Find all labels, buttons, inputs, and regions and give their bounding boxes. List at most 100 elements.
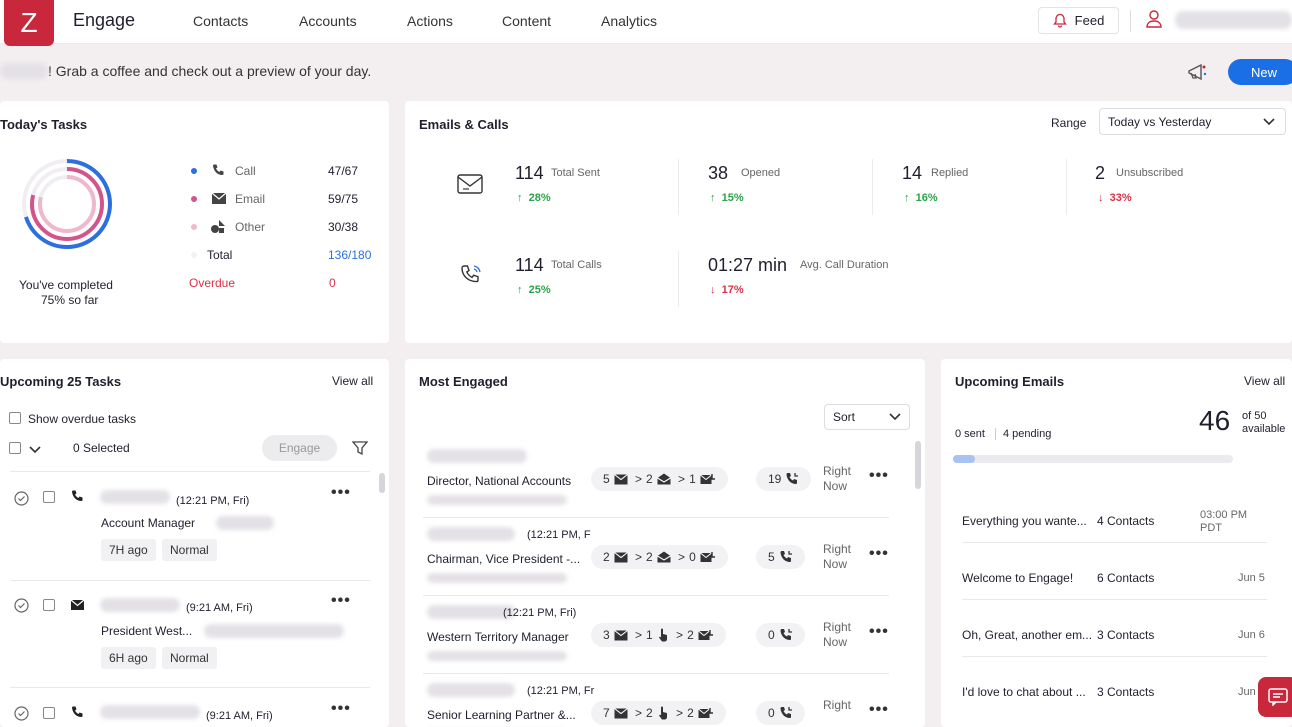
unsubscribed-value: 2 bbox=[1095, 163, 1106, 183]
task-checkbox[interactable] bbox=[43, 491, 55, 503]
avg-duration-change: ↓ 17% bbox=[710, 284, 744, 296]
bell-icon bbox=[1052, 13, 1067, 28]
task-role: President West... bbox=[101, 624, 193, 638]
more-options-icon[interactable]: ••• bbox=[869, 545, 889, 562]
engagement-metrics: 3 >1 >2 bbox=[591, 623, 726, 647]
zoho-logo[interactable]: Z bbox=[4, 0, 54, 46]
nav-actions[interactable]: Actions bbox=[407, 13, 453, 29]
engaged-time: (12:21 PM, Fri) bbox=[503, 607, 577, 619]
feed-button[interactable]: Feed bbox=[1038, 7, 1119, 34]
opened-count: 2 bbox=[646, 472, 653, 486]
upcoming-emails-view-all[interactable]: View all bbox=[1244, 374, 1286, 388]
more-options-icon[interactable]: ••• bbox=[331, 700, 351, 717]
unsubscribed-change: ↓ 33% bbox=[1098, 192, 1132, 204]
opened-count: 2 bbox=[646, 706, 653, 720]
select-all-checkbox[interactable] bbox=[9, 442, 21, 454]
more-options-icon[interactable]: ••• bbox=[869, 467, 889, 484]
email-schedule-date: Jun bbox=[1238, 686, 1256, 698]
call-count: 5 bbox=[768, 550, 775, 564]
announcement-icon[interactable] bbox=[1186, 62, 1208, 85]
click-icon bbox=[658, 628, 667, 642]
replied-change: ↑ 16% bbox=[904, 192, 938, 204]
chat-icon bbox=[1268, 688, 1288, 706]
divider bbox=[423, 595, 889, 596]
click-icon bbox=[658, 706, 667, 720]
reply-icon bbox=[697, 630, 713, 640]
task-checkbox[interactable] bbox=[43, 599, 55, 611]
email-contacts: 4 Contacts bbox=[1097, 514, 1155, 528]
email-contacts: 6 Contacts bbox=[1097, 571, 1155, 585]
replied-count: 2 bbox=[687, 628, 694, 642]
contact-name-redacted bbox=[100, 705, 200, 719]
sort-select[interactable]: Sort bbox=[824, 404, 910, 430]
task-role: Account Manager bbox=[101, 516, 196, 530]
divider bbox=[10, 580, 370, 581]
most-engaged-card: Most Engaged Sort Director, National Acc… bbox=[405, 359, 925, 727]
nav-contacts[interactable]: Contacts bbox=[193, 13, 249, 29]
filter-icon[interactable] bbox=[352, 441, 368, 456]
unsubscribed-change-text: 33% bbox=[1109, 192, 1132, 204]
app-name: Engage bbox=[73, 10, 136, 30]
call-count: 0 bbox=[768, 628, 775, 642]
total-value[interactable]: 136/180 bbox=[328, 248, 372, 262]
scrollbar[interactable] bbox=[915, 441, 921, 489]
email-quota-bar bbox=[953, 455, 1233, 463]
scrollbar[interactable] bbox=[379, 473, 385, 493]
divider bbox=[423, 673, 889, 674]
chevron-down-icon[interactable] bbox=[29, 446, 41, 454]
company-redacted bbox=[427, 573, 567, 583]
total-calls-label: Total Calls bbox=[551, 259, 602, 271]
more-options-icon[interactable]: ••• bbox=[869, 623, 889, 640]
arrow-down-icon: ↓ bbox=[1098, 192, 1104, 204]
more-options-icon[interactable]: ••• bbox=[331, 484, 351, 501]
divider bbox=[995, 428, 996, 440]
user-icon[interactable] bbox=[1145, 9, 1163, 32]
opened-count: 1 bbox=[646, 628, 653, 642]
company-redacted bbox=[427, 495, 567, 505]
engage-button[interactable]: Engage bbox=[262, 435, 337, 461]
upcoming-emails-title: Upcoming Emails bbox=[955, 374, 1065, 389]
check-circle-icon[interactable] bbox=[14, 598, 29, 613]
avg-duration-label: Avg. Call Duration bbox=[800, 259, 889, 271]
range-select[interactable]: Today vs Yesterday bbox=[1099, 108, 1286, 135]
check-circle-icon[interactable] bbox=[14, 491, 29, 506]
total-calls-change-text: 25% bbox=[528, 284, 551, 296]
show-overdue-checkbox[interactable] bbox=[9, 412, 21, 424]
engagement-metrics: 7 >2 >2 bbox=[591, 701, 726, 725]
divider bbox=[678, 159, 679, 215]
more-options-icon[interactable]: ••• bbox=[869, 701, 889, 718]
task-checkbox[interactable] bbox=[43, 707, 55, 719]
call-count: 19 bbox=[768, 472, 782, 486]
email-schedule-time: 03:00 PM bbox=[1200, 509, 1248, 521]
upcoming-tasks-card: Upcoming 25 Tasks View all Show overdue … bbox=[0, 359, 389, 727]
more-options-icon[interactable]: ••• bbox=[331, 592, 351, 609]
company-redacted bbox=[427, 651, 567, 661]
new-button[interactable]: New bbox=[1228, 59, 1292, 85]
opened-count: 2 bbox=[646, 550, 653, 564]
divider bbox=[962, 599, 1267, 600]
unsubscribed-label: Unsubscribed bbox=[1116, 167, 1184, 179]
chat-button[interactable] bbox=[1258, 677, 1292, 717]
email-label: Email bbox=[235, 192, 266, 206]
reply-icon bbox=[699, 552, 715, 562]
engaged-role: Senior Learning Partner &... bbox=[427, 708, 576, 722]
call-count: 0 bbox=[768, 706, 775, 720]
upcoming-tasks-view-all[interactable]: View all bbox=[332, 374, 374, 388]
total-sent-change-text: 28% bbox=[528, 192, 551, 204]
nav-analytics[interactable]: Analytics bbox=[601, 13, 658, 29]
email-schedule-date: Jun 5 bbox=[1238, 572, 1265, 584]
engagement-metrics: 5 >2 >1 bbox=[591, 467, 728, 491]
nav-accounts[interactable]: Accounts bbox=[299, 13, 357, 29]
task-ago-badge: 6H ago bbox=[101, 647, 156, 669]
sent-count: 2 bbox=[603, 550, 610, 564]
check-circle-icon[interactable] bbox=[14, 706, 29, 721]
emails-calls-card: Emails & Calls Range Today vs Yesterday … bbox=[405, 101, 1292, 343]
replied-label: Replied bbox=[931, 167, 969, 179]
engaged-time: (12:21 PM, F bbox=[527, 529, 591, 541]
arrow-up-icon: ↑ bbox=[710, 192, 716, 204]
engaged-when: Right bbox=[823, 542, 852, 556]
avg-duration-value: 01:27 min bbox=[708, 255, 788, 275]
nav-content[interactable]: Content bbox=[502, 13, 552, 29]
range-value: Today vs Yesterday bbox=[1108, 114, 1212, 129]
selected-count: 0 Selected bbox=[73, 441, 130, 455]
